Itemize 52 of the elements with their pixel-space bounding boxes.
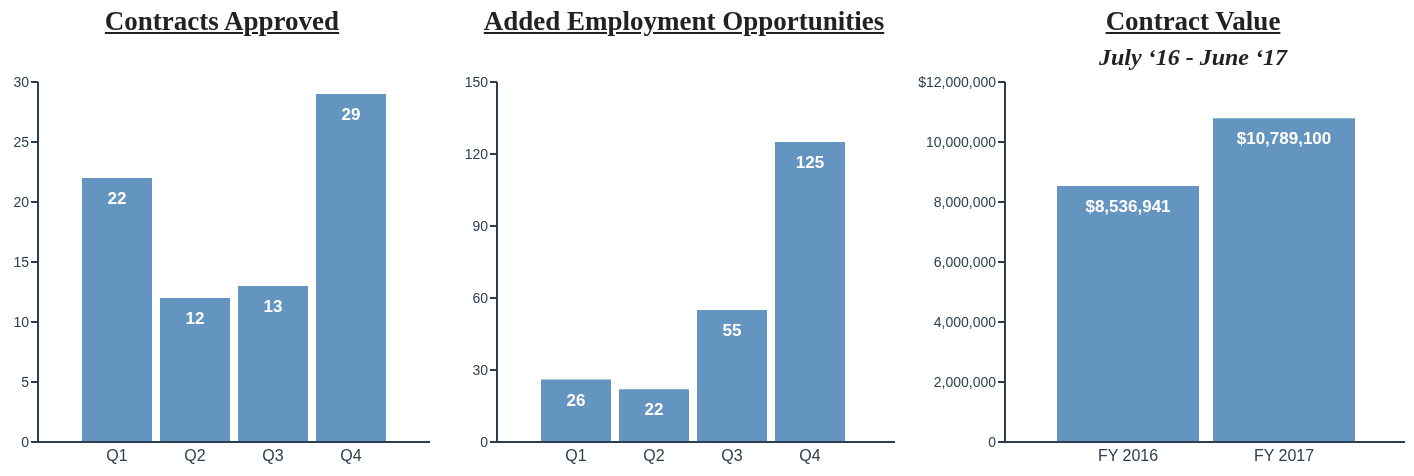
y-tick-label: $12,000,000 xyxy=(918,73,997,90)
y-tick-label: 0 xyxy=(988,433,997,450)
data-label: 12 xyxy=(185,309,205,329)
x-tick-label: Q1 xyxy=(565,447,587,465)
bar xyxy=(619,389,689,442)
bar xyxy=(316,94,386,442)
bar xyxy=(775,142,845,442)
data-label: $8,536,941 xyxy=(1085,196,1171,216)
chart-subtitle: July ‘16 - June ‘17 xyxy=(1098,44,1289,71)
bar xyxy=(541,379,611,442)
y-tick-label: 60 xyxy=(472,289,489,306)
data-label: 29 xyxy=(341,105,361,125)
y-tick-label: 25 xyxy=(13,133,30,150)
y-tick-label: 4,000,000 xyxy=(933,313,997,330)
x-tick-label: Q4 xyxy=(799,447,821,465)
x-tick-label: Q3 xyxy=(262,447,284,465)
y-tick-label: 2,000,000 xyxy=(933,373,997,390)
y-tick-label: 10,000,000 xyxy=(925,133,997,150)
y-tick-label: 150 xyxy=(464,73,489,90)
x-tick-label: FY 2017 xyxy=(1253,447,1315,465)
data-label: 22 xyxy=(644,400,664,420)
y-tick-label: 5 xyxy=(21,373,30,390)
chart-title: Contract Value xyxy=(1104,6,1282,37)
x-tick-label: Q3 xyxy=(721,447,743,465)
x-tick-label: Q4 xyxy=(340,447,362,465)
y-tick-label: 30 xyxy=(13,73,30,90)
y-tick-label: 6,000,000 xyxy=(933,253,997,270)
y-tick-label: 0 xyxy=(480,433,489,450)
data-label: $10,789,100 xyxy=(1236,129,1332,149)
data-label: 26 xyxy=(566,390,586,410)
bar xyxy=(82,178,152,442)
x-tick-label: Q2 xyxy=(643,447,665,465)
y-tick-label: 15 xyxy=(13,253,30,270)
chart-title: Contracts Approved xyxy=(103,6,341,37)
y-tick-label: 8,000,000 xyxy=(933,193,997,210)
y-tick-label: 0 xyxy=(21,433,30,450)
data-label: 22 xyxy=(107,189,127,209)
y-tick-label: 120 xyxy=(464,145,489,162)
chart-title: Added Employment Opportunities xyxy=(482,6,886,37)
data-label: 13 xyxy=(263,297,283,317)
data-label: 55 xyxy=(722,321,742,341)
y-tick-label: 20 xyxy=(13,193,30,210)
y-tick-label: 90 xyxy=(472,217,489,234)
bar xyxy=(160,298,230,442)
x-tick-label: Q2 xyxy=(184,447,206,465)
bar xyxy=(238,286,308,442)
data-label: 125 xyxy=(795,153,825,173)
x-tick-label: Q1 xyxy=(106,447,128,465)
y-tick-label: 30 xyxy=(472,361,489,378)
bar xyxy=(697,310,767,442)
y-tick-label: 10 xyxy=(13,313,30,330)
x-tick-label: FY 2016 xyxy=(1097,447,1159,465)
